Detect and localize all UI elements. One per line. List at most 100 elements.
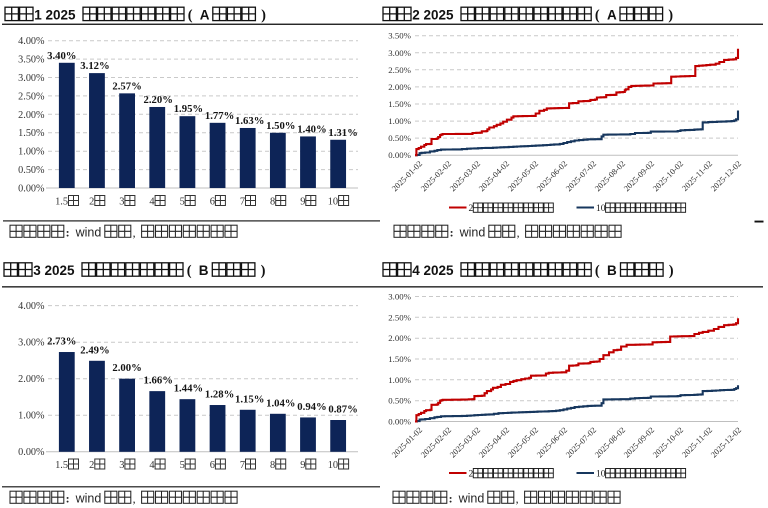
svg-text:0.00%: 0.00% (388, 150, 411, 160)
svg-text:0.50%: 0.50% (18, 165, 45, 176)
svg-text::: : (450, 225, 454, 239)
svg-text:0.50%: 0.50% (388, 396, 411, 406)
svg-text:0.50%: 0.50% (388, 133, 411, 143)
svg-text:3.00%: 3.00% (18, 73, 45, 84)
svg-text:2.57%: 2.57% (112, 80, 141, 92)
svg-text:3.12%: 3.12% (80, 60, 109, 72)
svg-text:2.00%: 2.00% (388, 333, 411, 343)
svg-text:1.00%: 1.00% (18, 411, 45, 422)
svg-text:3.50%: 3.50% (388, 31, 411, 41)
svg-text:1.04%: 1.04% (266, 397, 295, 409)
svg-text:3.50%: 3.50% (18, 55, 45, 66)
svg-text:6: 6 (210, 197, 215, 208)
svg-text:wind: wind (75, 225, 102, 239)
svg-text:4: 4 (149, 197, 155, 208)
svg-text:2.73%: 2.73% (47, 336, 76, 348)
svg-text:2.50%: 2.50% (388, 65, 411, 75)
svg-text:8: 8 (270, 460, 275, 471)
svg-text:(: ( (188, 8, 193, 24)
svg-text:4.00%: 4.00% (18, 36, 45, 47)
svg-text:10: 10 (328, 197, 338, 208)
svg-text:4: 4 (149, 460, 155, 471)
svg-text:,: , (133, 225, 136, 239)
svg-text:3: 3 (119, 197, 124, 208)
svg-text:wind: wind (459, 225, 486, 239)
svg-text:,: , (517, 225, 520, 239)
svg-text:0.00%: 0.00% (388, 417, 411, 427)
svg-text:1.00%: 1.00% (18, 147, 45, 158)
svg-text:,: , (516, 491, 519, 505)
svg-text:7: 7 (240, 197, 245, 208)
svg-text:5: 5 (180, 197, 185, 208)
svg-text:1.00%: 1.00% (388, 375, 411, 385)
svg-text:): ) (261, 263, 266, 279)
svg-text:1.50%: 1.50% (388, 354, 411, 364)
svg-text:): ) (668, 8, 673, 24)
svg-text:2.00%: 2.00% (18, 110, 45, 121)
svg-text::: : (66, 491, 70, 505)
svg-text::: : (66, 225, 70, 239)
svg-text:(: ( (595, 8, 600, 24)
svg-text:wind: wind (458, 491, 485, 505)
svg-text:1.50%: 1.50% (388, 99, 411, 109)
svg-text:10: 10 (596, 469, 606, 480)
svg-text:1.44%: 1.44% (174, 383, 203, 395)
svg-text:A: A (607, 8, 617, 23)
svg-text:1.28%: 1.28% (205, 389, 234, 401)
svg-text:B: B (607, 263, 617, 278)
svg-text:2: 2 (89, 197, 94, 208)
svg-text:): ) (261, 8, 266, 24)
svg-text::: : (449, 491, 453, 505)
svg-text:0.94%: 0.94% (297, 401, 326, 413)
svg-text:1.5: 1.5 (55, 197, 68, 208)
svg-text:wind: wind (75, 491, 102, 505)
svg-text:(: ( (187, 263, 192, 279)
svg-text:3: 3 (119, 460, 124, 471)
svg-text:1.40%: 1.40% (297, 123, 326, 135)
svg-text:3.40%: 3.40% (47, 50, 76, 62)
svg-text:7: 7 (240, 460, 245, 471)
svg-text:1 2025: 1 2025 (34, 8, 76, 23)
svg-text:2.00%: 2.00% (388, 82, 411, 92)
svg-text:1.95%: 1.95% (174, 103, 203, 115)
svg-text:B: B (199, 263, 209, 278)
svg-text:2.00%: 2.00% (18, 374, 45, 385)
svg-text:0.00%: 0.00% (18, 447, 45, 458)
svg-text:4.00%: 4.00% (18, 301, 45, 312)
svg-text:2.50%: 2.50% (18, 91, 45, 102)
svg-text:1.50%: 1.50% (18, 128, 45, 139)
svg-text:5: 5 (180, 460, 185, 471)
svg-text:1.50%: 1.50% (266, 120, 295, 132)
svg-text:3.00%: 3.00% (18, 338, 45, 349)
svg-text:10: 10 (596, 203, 606, 214)
svg-text:9: 9 (300, 460, 305, 471)
svg-text:0.87%: 0.87% (328, 404, 357, 416)
svg-text:2.49%: 2.49% (80, 344, 109, 356)
svg-text:3.00%: 3.00% (388, 292, 411, 302)
svg-text:1.31%: 1.31% (328, 127, 357, 139)
svg-text:2: 2 (469, 469, 474, 480)
svg-text:3 2025: 3 2025 (33, 263, 75, 278)
svg-text:1.00%: 1.00% (388, 116, 411, 126)
svg-text:8: 8 (270, 197, 275, 208)
svg-text:): ) (669, 263, 674, 279)
svg-text:2.20%: 2.20% (144, 94, 173, 106)
svg-text:A: A (200, 8, 210, 23)
svg-text:0.00%: 0.00% (18, 183, 45, 194)
svg-text:4 2025: 4 2025 (412, 263, 454, 278)
svg-text:10: 10 (328, 460, 338, 471)
svg-text:2.50%: 2.50% (388, 312, 411, 322)
svg-text:2: 2 (89, 460, 94, 471)
svg-text:1.66%: 1.66% (144, 375, 173, 387)
svg-text:,: , (133, 491, 136, 505)
svg-text:3.00%: 3.00% (388, 48, 411, 58)
svg-text:6: 6 (210, 460, 215, 471)
svg-text:1.5: 1.5 (55, 460, 68, 471)
svg-text:(: ( (595, 263, 600, 279)
svg-text:2.00%: 2.00% (112, 362, 141, 374)
svg-text:1.77%: 1.77% (205, 110, 234, 122)
svg-text:2: 2 (469, 203, 474, 214)
svg-text:1.15%: 1.15% (235, 393, 264, 405)
svg-text:9: 9 (300, 197, 305, 208)
svg-text:2 2025: 2 2025 (412, 8, 454, 23)
